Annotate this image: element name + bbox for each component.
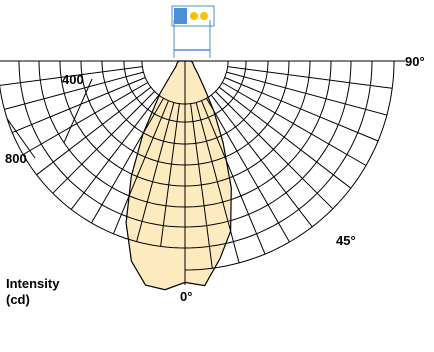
- grid-spoke-45: [215, 91, 334, 210]
- grid-spoke--67.5: [12, 77, 146, 134]
- radial-tick-800: [6, 118, 36, 159]
- grid-spoke-22.5: [201, 100, 266, 255]
- y-axis-unit: (cd): [6, 292, 30, 307]
- angle-label-90: 90°: [405, 54, 425, 69]
- distribution-outline: [125, 60, 232, 291]
- lamp-1-icon: [190, 12, 198, 20]
- grid-spoke--45: [52, 91, 155, 194]
- luminaire-icon: [171, 5, 215, 58]
- grid-spoke-7.5: [190, 103, 213, 269]
- radial-tick-400: [63, 78, 93, 143]
- y-axis-label: Intensity: [6, 276, 60, 291]
- grid-spoke-37.5: [210, 94, 313, 228]
- grid-spoke-30: [206, 97, 290, 243]
- grid-spoke-82.5: [227, 66, 393, 89]
- grid-spoke--30: [91, 97, 164, 224]
- grid-spoke--75: [4, 71, 144, 110]
- grid-spoke-52.5: [218, 86, 352, 189]
- radial-tick-label-800: 800: [5, 151, 27, 166]
- grid-spoke-60: [221, 82, 367, 166]
- angle-label-45: 45°: [336, 233, 356, 248]
- grid-spoke--37.5: [70, 94, 160, 210]
- radial-tick-label-400: 400: [62, 72, 84, 87]
- lamp-2-icon: [200, 12, 208, 20]
- grid-spoke-15: [195, 102, 240, 264]
- grid-spoke--52.5: [36, 86, 152, 176]
- grid-spoke--7.5: [160, 103, 180, 247]
- grid-spoke--22.5: [112, 100, 169, 234]
- grid-spoke-75: [226, 71, 388, 116]
- angle-label-0: 0°: [180, 289, 192, 304]
- grid-spoke--82.5: [0, 66, 143, 86]
- luminaire-body: [174, 8, 187, 24]
- grid-spoke--15: [136, 102, 175, 242]
- grid-spoke-67.5: [224, 77, 379, 142]
- grid-spoke--60: [22, 82, 149, 155]
